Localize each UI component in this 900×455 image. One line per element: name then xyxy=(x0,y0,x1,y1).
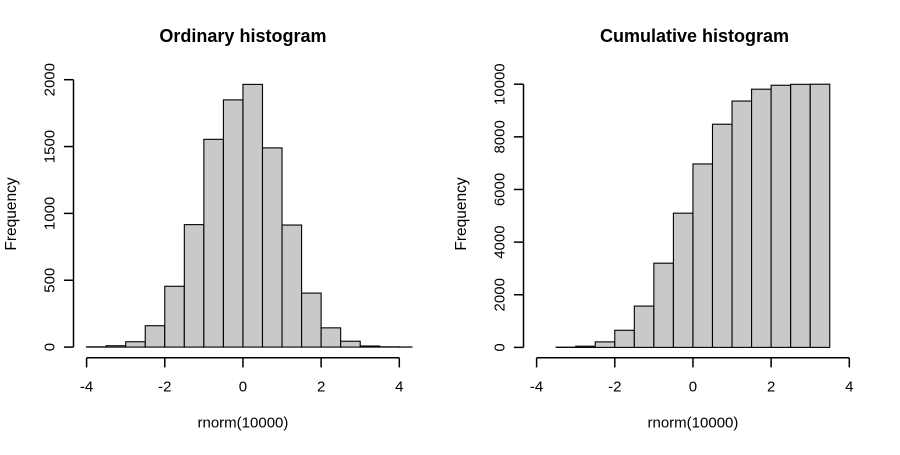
svg-text:-2: -2 xyxy=(608,379,621,396)
svg-text:4: 4 xyxy=(845,379,853,396)
svg-text:2: 2 xyxy=(317,379,325,396)
svg-text:1000: 1000 xyxy=(41,197,58,230)
svg-text:-4: -4 xyxy=(530,379,543,396)
svg-text:0: 0 xyxy=(41,343,58,351)
svg-text:4: 4 xyxy=(395,379,403,396)
svg-text:rnorm(10000): rnorm(10000) xyxy=(198,415,289,432)
svg-text:1500: 1500 xyxy=(41,130,58,163)
svg-text:2000: 2000 xyxy=(491,278,508,311)
svg-text:Frequency: Frequency xyxy=(453,177,470,250)
svg-text:2: 2 xyxy=(767,379,775,396)
svg-text:-2: -2 xyxy=(158,379,171,396)
svg-text:rnorm(10000): rnorm(10000) xyxy=(648,415,739,432)
svg-text:0: 0 xyxy=(689,379,697,396)
svg-text:4000: 4000 xyxy=(491,225,508,258)
svg-text:-4: -4 xyxy=(80,379,93,396)
svg-text:0: 0 xyxy=(491,343,508,351)
svg-text:10000: 10000 xyxy=(491,63,508,105)
svg-text:Cumulative histogram: Cumulative histogram xyxy=(600,26,789,46)
svg-text:Frequency: Frequency xyxy=(3,177,20,250)
svg-text:2000: 2000 xyxy=(41,63,58,96)
svg-text:Ordinary histogram: Ordinary histogram xyxy=(159,26,326,46)
svg-text:500: 500 xyxy=(41,268,58,293)
svg-text:0: 0 xyxy=(239,379,247,396)
svg-text:6000: 6000 xyxy=(491,173,508,206)
svg-text:8000: 8000 xyxy=(491,120,508,153)
